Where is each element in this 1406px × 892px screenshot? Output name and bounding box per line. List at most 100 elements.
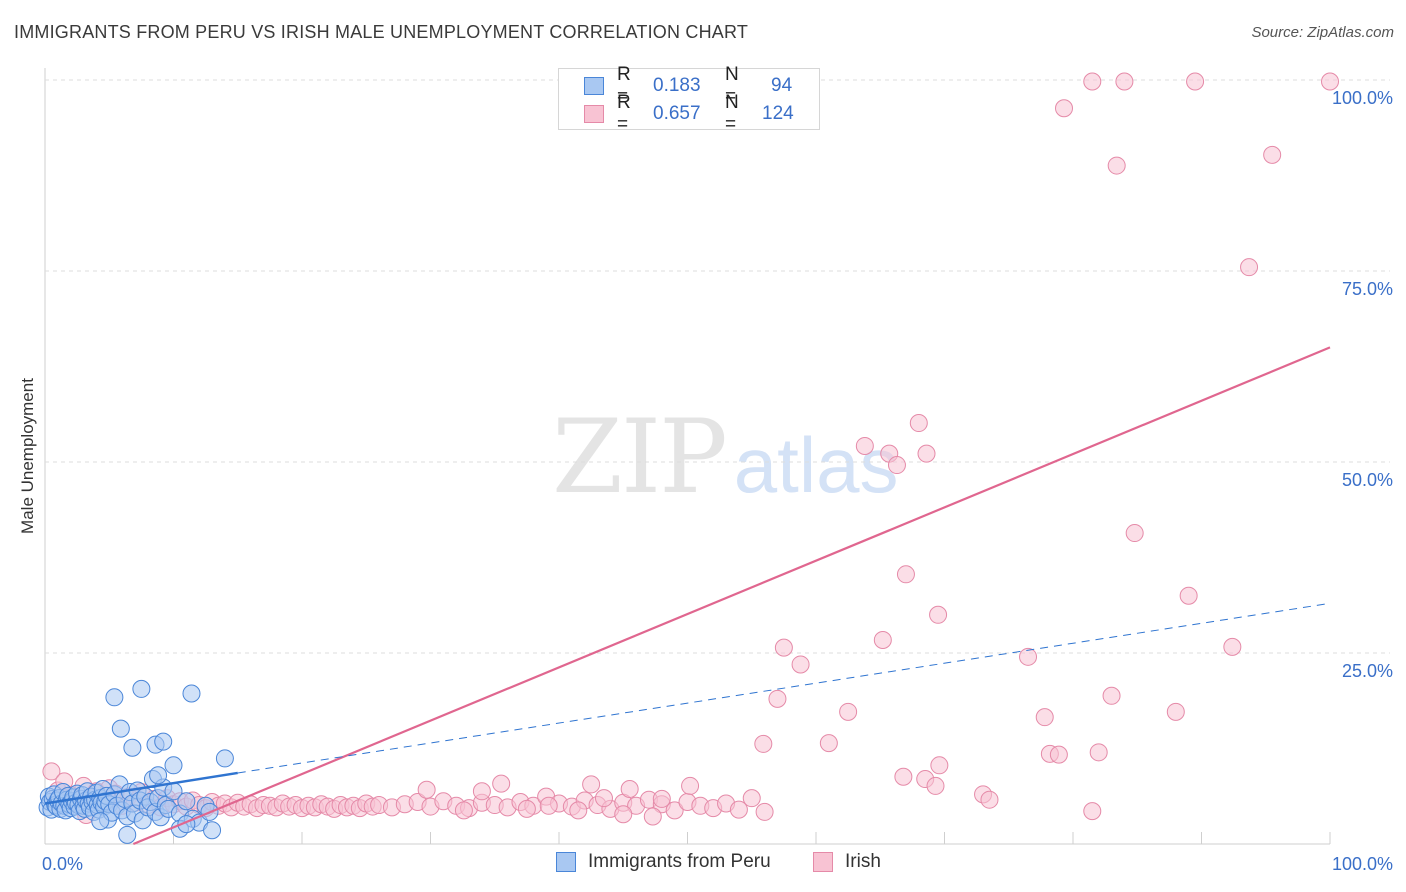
irish-point (582, 775, 601, 794)
x-tick-label: 100.0% (1332, 854, 1393, 874)
irish-point (1179, 586, 1198, 605)
stats-legend: R = 0.183 N = 94 R = 0.657 N = 124 (558, 64, 820, 135)
legend-irish-swatch (813, 852, 833, 872)
irish-point (1019, 647, 1038, 666)
irish-point (539, 796, 558, 815)
irish-point (417, 780, 436, 799)
legend-item-irish[interactable]: Irish (813, 851, 881, 873)
irish-point (620, 779, 639, 798)
irish-n-value: 124 (762, 103, 794, 124)
legend-peru-swatch (556, 852, 576, 872)
irish-point (729, 800, 748, 819)
irish-point (894, 767, 913, 786)
tick-layer: 25.0% 50.0% 75.0% 100.0% 0.0% 100.0% (42, 88, 1393, 874)
irish-point (887, 456, 906, 475)
irish-point (1049, 745, 1068, 764)
irish-point (1125, 524, 1144, 543)
irish-point (1089, 743, 1108, 762)
irish-r-value: 0.657 (653, 103, 701, 124)
peru-swatch (584, 77, 604, 95)
irish-point (917, 444, 936, 463)
peru-n-value: 94 (771, 75, 793, 96)
irish-point (930, 756, 949, 775)
irish-point (1115, 72, 1134, 91)
irish-point (774, 638, 793, 657)
irish-point (873, 631, 892, 650)
y-tick-label: 50.0% (1342, 470, 1393, 490)
irish-point (768, 689, 787, 708)
irish-point (855, 436, 874, 455)
irish-point (652, 789, 671, 808)
watermark-atlas: atlas (733, 421, 899, 509)
irish-point (472, 782, 491, 801)
peru-point (203, 821, 222, 840)
irish-point (1102, 686, 1121, 705)
irish-point (754, 734, 773, 753)
irish-point (1083, 802, 1102, 821)
irish-point (42, 762, 61, 781)
peru-point (154, 732, 173, 751)
peru-point (132, 679, 151, 698)
irish-point (791, 655, 810, 674)
irish-swatch (584, 105, 604, 123)
irish-point (492, 774, 511, 793)
irish-point (1186, 72, 1205, 91)
peru-point (215, 749, 234, 768)
legend-irish-label: Irish (845, 851, 881, 872)
irish-point (569, 801, 588, 820)
peru-point (149, 766, 168, 785)
watermark-zip: ZIP (552, 398, 728, 517)
irish-point (1035, 708, 1054, 727)
irish-r-label: R = (617, 92, 631, 135)
peru-point (105, 688, 124, 707)
irish-point (665, 801, 684, 820)
irish-point (681, 776, 700, 795)
peru-point (177, 792, 196, 811)
x-tick-label: 0.0% (42, 854, 83, 874)
irish-point (839, 702, 858, 721)
irish-point (929, 605, 948, 624)
irish-point (1107, 156, 1126, 175)
peru-points (38, 679, 234, 844)
irish-point (1166, 702, 1185, 721)
y-tick-label: 25.0% (1342, 661, 1393, 681)
irish-trend-line (132, 346, 1331, 846)
irish-point (1083, 72, 1102, 91)
irish-point (1240, 258, 1259, 277)
peru-point (91, 812, 110, 831)
peru-r-label: R = (617, 64, 631, 107)
irish-point (980, 790, 999, 809)
irish-point (1223, 637, 1242, 656)
peru-point (111, 719, 130, 738)
irish-point (926, 776, 945, 795)
irish-point (755, 802, 774, 821)
peru-r-value: 0.183 (653, 75, 701, 96)
chart-source: Source: ZipAtlas.com (1251, 24, 1394, 41)
irish-point (517, 799, 536, 818)
irish-point (594, 789, 613, 808)
irish-point (614, 805, 633, 824)
chart-title: IMMIGRANTS FROM PERU VS IRISH MALE UNEMP… (14, 22, 749, 42)
y-tick-label: 75.0% (1342, 279, 1393, 299)
legend-peru-label: Immigrants from Peru (588, 851, 771, 872)
irish-point (643, 807, 662, 826)
trend-layer (44, 346, 1331, 846)
peru-trend-line (44, 771, 238, 805)
peru-point (118, 825, 137, 844)
irish-point (1263, 145, 1282, 164)
irish-point (742, 789, 761, 808)
irish-n-label: N = (725, 92, 739, 135)
irish-point (896, 565, 915, 584)
peru-point (164, 756, 183, 775)
irish-point (1055, 99, 1074, 118)
irish-point (1321, 72, 1339, 91)
peru-trend-extension (237, 602, 1331, 774)
peru-point (123, 738, 142, 757)
irish-points (42, 72, 1339, 826)
legend-item-peru[interactable]: Immigrants from Peru (556, 851, 771, 873)
irish-point (454, 801, 473, 820)
peru-point (182, 684, 201, 703)
watermark: ZIP atlas (552, 398, 899, 517)
irish-point (819, 734, 838, 753)
